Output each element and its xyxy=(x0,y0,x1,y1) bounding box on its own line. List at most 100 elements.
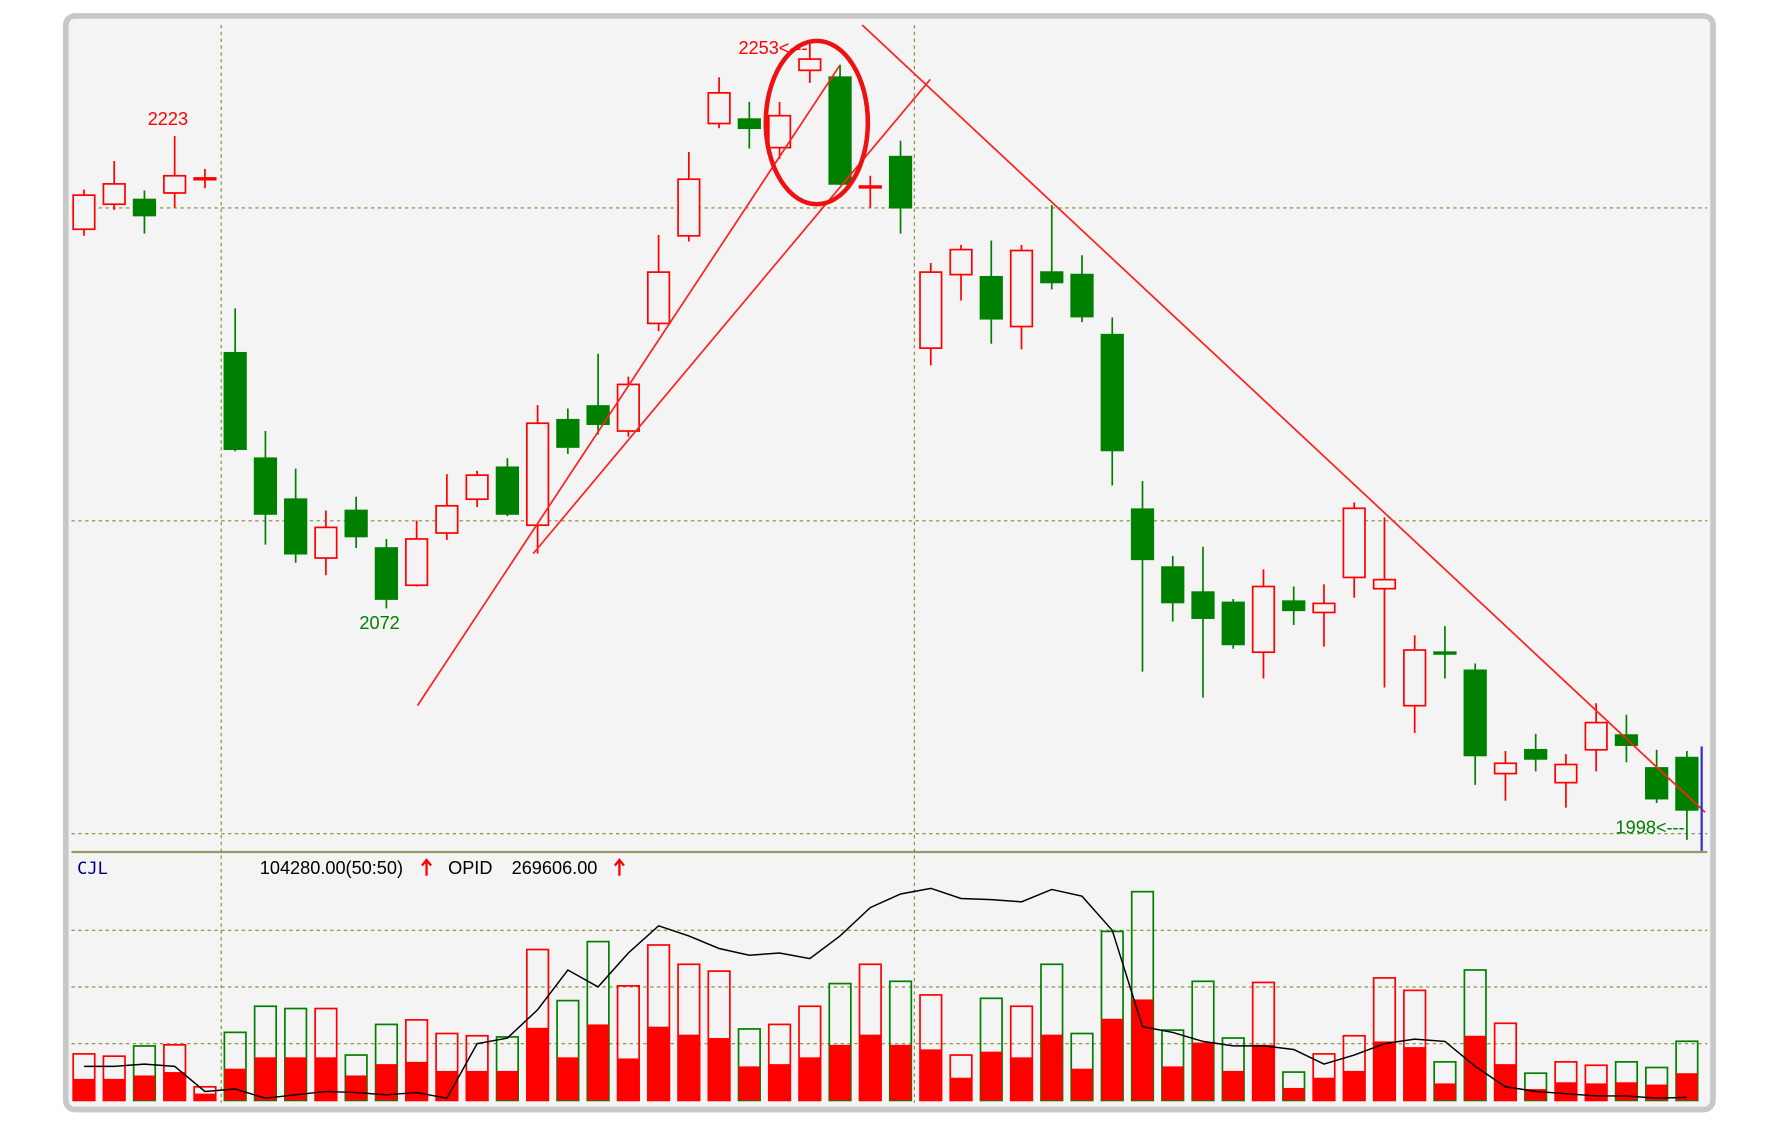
candle-body xyxy=(525,422,550,527)
volume-inner-bar xyxy=(708,1038,730,1101)
candle-body xyxy=(253,457,278,515)
readout-name: OPID xyxy=(448,858,492,878)
volume-inner-bar xyxy=(1343,1070,1365,1101)
up-arrow xyxy=(421,858,432,876)
volume-inner-bar xyxy=(133,1075,156,1101)
candle-body xyxy=(1100,333,1124,452)
candle-body xyxy=(798,58,822,72)
volume-inner-bar xyxy=(829,1044,851,1101)
trend-line xyxy=(416,65,841,707)
candle-body xyxy=(767,114,792,149)
volume-inner-bar xyxy=(738,1066,761,1101)
panel-title: CJL xyxy=(77,859,108,879)
volume-inner-bar xyxy=(617,1058,640,1101)
candle-body xyxy=(102,183,126,206)
volume-inner-bar xyxy=(1494,1064,1517,1101)
candle-body xyxy=(1614,734,1639,746)
candle-body xyxy=(646,271,671,325)
volume-inner-bar xyxy=(980,1051,1003,1101)
volume-inner-bar xyxy=(315,1057,337,1101)
readout-value: 269606.00 xyxy=(512,858,598,878)
volume-inner-bar xyxy=(1071,1068,1093,1101)
volume-inner-bar xyxy=(1313,1077,1335,1101)
readout-value: 104280.00(50:50) xyxy=(260,858,403,878)
candle-body xyxy=(435,504,459,534)
volume-inner-bar xyxy=(1585,1083,1607,1101)
volume-inner-bar xyxy=(254,1057,277,1101)
candle-body xyxy=(1312,602,1336,614)
candle-body xyxy=(737,118,761,130)
candle-body xyxy=(1675,756,1699,811)
candle-body xyxy=(1009,249,1034,328)
candle-body xyxy=(1433,651,1457,655)
candle-body xyxy=(556,418,580,448)
volume-inner-bar xyxy=(284,1057,307,1101)
candle-body xyxy=(1403,649,1427,707)
volume-inner-bar xyxy=(1252,1044,1275,1101)
volume-inner-bar xyxy=(1282,1087,1305,1101)
volume-inner-bar xyxy=(768,1064,791,1101)
candle-body xyxy=(163,174,187,194)
candle-body xyxy=(374,547,399,600)
price-annotation: 1998<--- xyxy=(1616,817,1685,837)
volume-inner-bar xyxy=(557,1057,579,1101)
candle-body xyxy=(1524,748,1548,760)
candle-body xyxy=(1463,669,1487,757)
candle-body xyxy=(314,526,338,559)
volume-inner-bar xyxy=(1222,1070,1245,1101)
candle-body xyxy=(405,538,429,587)
candle-body xyxy=(677,178,701,237)
price-annotation: 2072 xyxy=(359,613,399,633)
candle-body xyxy=(1040,271,1064,284)
candle-body xyxy=(919,271,943,349)
candle-body xyxy=(1554,763,1578,784)
candle-body xyxy=(1645,767,1669,800)
candle-body xyxy=(1161,566,1185,604)
volume-inner-bar xyxy=(1161,1066,1184,1101)
candle-body xyxy=(284,498,308,555)
highlight-ellipse xyxy=(763,38,871,207)
candle-body xyxy=(888,155,913,209)
candle-body xyxy=(132,198,157,217)
volume-inner-bar xyxy=(859,1034,882,1101)
candle-body xyxy=(193,177,217,181)
trend-line xyxy=(861,24,1706,813)
volume-inner-bar xyxy=(1373,1041,1396,1101)
candle-body xyxy=(1221,601,1245,646)
volume-inner-bar xyxy=(1645,1084,1668,1101)
volume-inner-bar xyxy=(1131,999,1154,1101)
volume-inner-bar xyxy=(1403,1047,1426,1101)
volume-inner-bar xyxy=(920,1049,942,1101)
candle-body xyxy=(616,383,640,432)
candle-body xyxy=(223,351,247,451)
volume-inner-bar xyxy=(163,1072,186,1101)
volume-inner-bar xyxy=(194,1093,216,1101)
volume-inner-bar xyxy=(405,1061,428,1101)
candle-body xyxy=(1070,273,1094,318)
candle-body xyxy=(72,194,96,231)
volume-inner-bar xyxy=(1464,1035,1486,1101)
price-annotation: 2223 xyxy=(148,109,188,129)
volume-inner-bar xyxy=(1040,1034,1063,1101)
candle-body xyxy=(858,185,882,189)
candle-body xyxy=(828,76,852,185)
volume-inner-bar xyxy=(1524,1089,1547,1101)
volume-inner-bar xyxy=(587,1024,609,1101)
candle-body xyxy=(1251,585,1276,654)
volume-inner-bar xyxy=(466,1070,488,1101)
volume-inner-bar xyxy=(1192,1042,1214,1101)
volume-inner-bar xyxy=(1010,1057,1033,1101)
volume-inner-bar xyxy=(678,1034,700,1101)
candle-body xyxy=(707,92,731,125)
volume-inner-bar xyxy=(1434,1083,1456,1101)
volume-inner-bar xyxy=(345,1075,367,1101)
volume-inner-bar xyxy=(1676,1073,1698,1101)
candle-body xyxy=(1493,762,1518,775)
candle-body xyxy=(1130,508,1155,561)
candle-body xyxy=(495,466,519,515)
candle-body xyxy=(1372,578,1397,590)
volume-inner-bar xyxy=(103,1078,125,1101)
